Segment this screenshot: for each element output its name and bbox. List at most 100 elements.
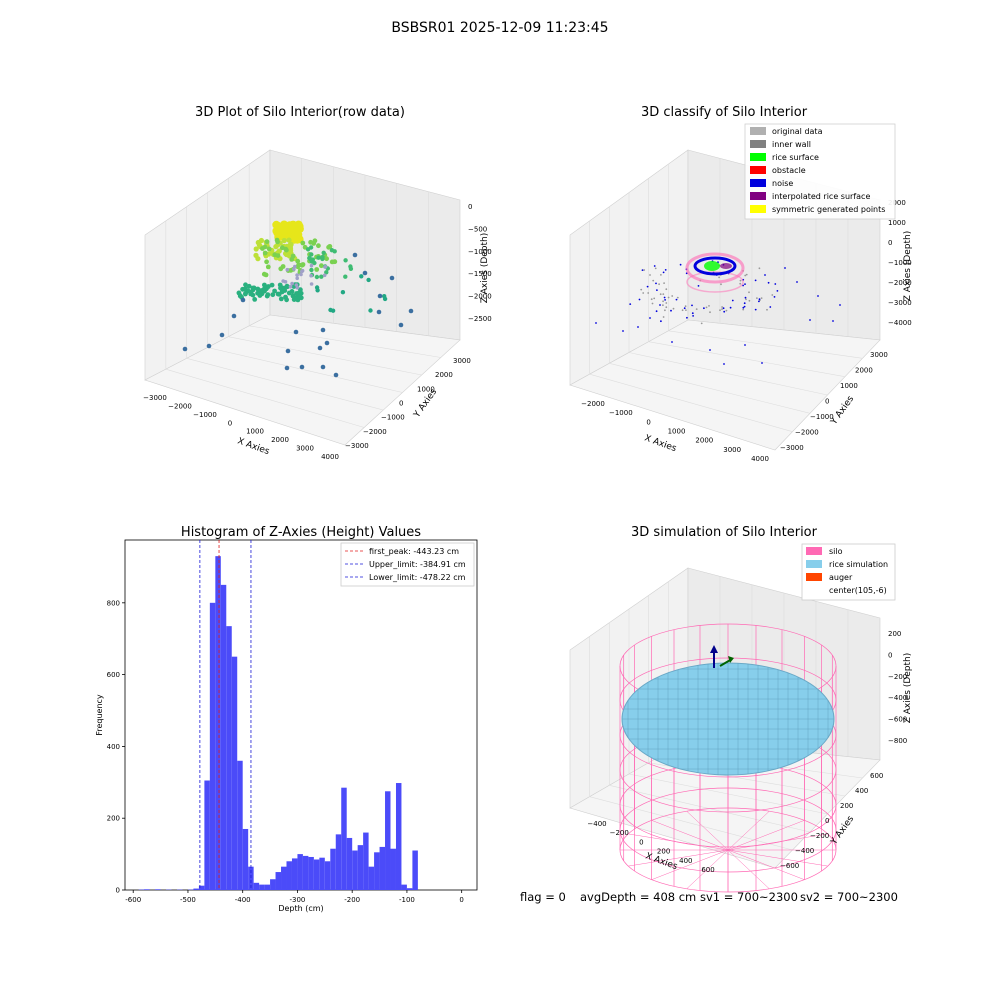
classify-point <box>652 279 655 282</box>
simulation-legend-swatch <box>806 547 822 555</box>
histogram-y-tick-label: 200 <box>107 815 120 823</box>
classify-point <box>649 274 651 276</box>
classify-y-tick: 3000 <box>870 351 888 359</box>
raw-point <box>243 291 248 297</box>
raw-point <box>256 242 262 248</box>
raw-point <box>289 289 295 294</box>
classify-point <box>662 271 665 274</box>
histogram-bar <box>204 780 210 890</box>
classify-z-tick: −3000 <box>888 299 912 307</box>
histogram-bar <box>352 850 358 890</box>
raw-point <box>362 270 368 276</box>
raw-point <box>389 275 395 281</box>
raw-z-tick: −1500 <box>468 270 492 278</box>
raw-point <box>278 296 284 302</box>
raw-point <box>309 263 314 268</box>
histogram-bars <box>138 556 418 890</box>
classify-point <box>665 302 668 304</box>
classify-point <box>722 307 725 310</box>
raw-point <box>269 282 275 288</box>
raw-point <box>258 288 264 294</box>
simulation-rice-mesh <box>622 663 834 775</box>
raw-x-tick: 2000 <box>271 436 289 444</box>
figure-suptitle: BSBSR01 2025-12-09 11:23:45 <box>391 20 608 36</box>
raw-point <box>286 253 292 259</box>
classify-point <box>667 296 670 299</box>
classify-point <box>647 292 650 294</box>
classify-point <box>640 288 643 291</box>
histogram-bar <box>253 882 260 890</box>
classify-point <box>642 292 645 294</box>
histogram-bar <box>226 626 232 890</box>
classify-point <box>662 304 664 307</box>
classify-point <box>776 290 779 292</box>
classify-point <box>695 308 698 310</box>
raw-point <box>328 307 333 313</box>
raw-x-tick: 1000 <box>246 428 264 436</box>
raw-point <box>283 294 288 300</box>
raw-point <box>253 252 259 258</box>
histogram-y-tick-label: 600 <box>107 671 120 679</box>
raw-point <box>332 259 338 265</box>
panel-raw-3d: 3D Plot of Silo Interior(row data) −3000… <box>143 105 492 461</box>
classify-point <box>817 295 819 297</box>
classify-y-tick: 1000 <box>840 382 858 390</box>
silo-floor-spoke <box>628 849 729 867</box>
simulation-x-tick: 200 <box>657 848 670 856</box>
simulation-y-tick: −600 <box>780 862 799 870</box>
raw-point <box>284 247 289 253</box>
raw-point <box>288 285 293 289</box>
classify-point <box>649 317 651 319</box>
raw-point <box>295 273 299 277</box>
raw-point <box>309 252 314 257</box>
histogram-x-axis-label: Depth (cm) <box>278 904 323 913</box>
raw-point <box>309 282 314 286</box>
simulation-z-axis-label: Z Axies (Depth) <box>903 653 913 724</box>
simulation-center-marker <box>710 645 734 668</box>
raw-z-tick: 0 <box>468 203 472 211</box>
raw-point <box>309 267 314 273</box>
raw-point <box>276 291 282 297</box>
simulation-z-tick: −400 <box>888 694 907 702</box>
raw-point <box>366 277 371 283</box>
raw-point <box>300 240 306 246</box>
histogram-bar <box>363 832 369 890</box>
silo-floor-spoke <box>727 820 805 851</box>
status-sv2: sv2 = 700~2300 <box>800 890 898 904</box>
raw-point <box>287 245 294 251</box>
raw-point <box>265 264 271 270</box>
histogram-bar <box>406 888 413 890</box>
raw-point <box>272 288 277 294</box>
classify-point <box>773 296 776 298</box>
simulation-y-tick: 0 <box>825 817 829 825</box>
classify-legend-swatch <box>750 140 766 148</box>
classify-y-tick: −3000 <box>780 444 804 452</box>
classify-point <box>703 307 705 310</box>
silo-floor-spoke <box>651 820 729 851</box>
classify-point <box>638 298 641 301</box>
histogram-y-tick-label: 800 <box>107 599 120 607</box>
raw-x-tick: 4000 <box>321 453 339 461</box>
histogram-bar <box>248 866 254 890</box>
raw-point <box>290 281 294 286</box>
raw-point <box>308 245 314 250</box>
histogram-y-axis-label: Frequency <box>95 694 104 736</box>
raw-point <box>332 249 337 254</box>
classify-z-tick: −1000 <box>888 259 912 267</box>
histogram-bar <box>209 602 216 890</box>
classify-point <box>708 305 710 307</box>
raw-point <box>312 260 317 266</box>
histogram-bar <box>275 872 282 890</box>
panel-classify-title: 3D classify of Silo Interior <box>641 105 808 120</box>
histogram-bar <box>319 857 325 890</box>
raw-point <box>324 270 329 275</box>
gridline <box>186 358 384 411</box>
simulation-z-tick-labels: 200 0 −200 −400 −600 −800 <box>888 630 907 745</box>
histogram-bar <box>242 828 249 890</box>
raw-point <box>280 287 286 293</box>
classify-point <box>622 330 624 332</box>
raw-point <box>308 239 313 245</box>
status-flag: flag = 0 <box>520 890 566 904</box>
classify-point <box>676 296 679 299</box>
